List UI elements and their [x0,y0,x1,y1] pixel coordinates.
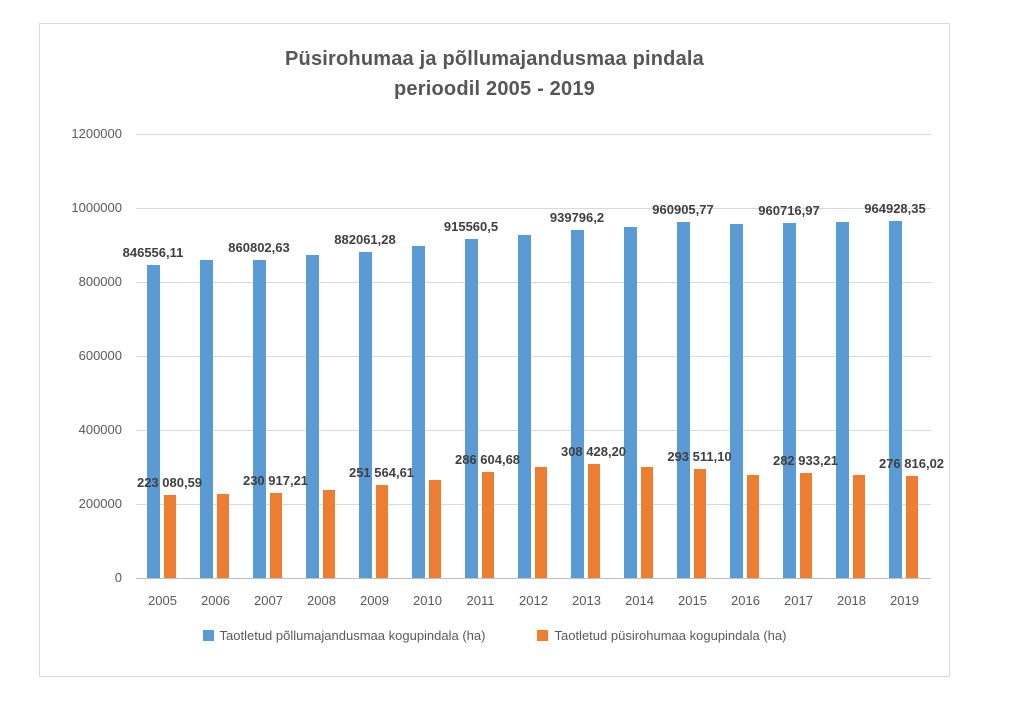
data-label-pusirohumaa-2009: 251 564,61 [348,464,415,480]
bar-pusirohumaa-2005[interactable] [163,495,176,578]
plot-area: 0 200000 400000 600000 800000 1000000 1200000 2… [40,24,949,676]
data-label-pollumajandusmaa-2015: 960905,77 [652,202,714,218]
gridline [136,134,931,135]
x-axis-label-2007: 2007 [254,593,283,608]
bar-pollumajandusmaa-2017[interactable] [782,222,796,578]
bar-pollumajandusmaa-2013[interactable] [570,230,584,578]
x-axis-label-2010: 2010 [413,593,442,608]
data-label-pollumajandusmaa-2007: 860802,63 [228,239,290,255]
bar-pollumajandusmaa-2014[interactable] [623,226,637,578]
x-axis-label-2019: 2019 [890,593,919,608]
bar-pollumajandusmaa-2005[interactable] [146,264,160,578]
bar-pollumajandusmaa-2019[interactable] [888,220,902,578]
legend-label-pusirohumaa: Taotletud püsirohumaa kogupindala (ha) [554,628,787,643]
data-label-pusirohumaa-2013: 308 428,20 [560,443,627,459]
data-label-pollumajandusmaa-2017: 960716,97 [758,202,820,218]
bar-pollumajandusmaa-2009[interactable] [358,251,372,578]
x-axis-label-2017: 2017 [784,593,813,608]
data-label-pusirohumaa-2007: 230 917,21 [242,472,309,488]
bar-pusirohumaa-2012[interactable] [534,466,547,578]
x-axis-label-2008: 2008 [307,593,336,608]
legend: Taotletud põllumajandusmaa kogupindala (… [40,628,949,643]
data-label-pusirohumaa-2017: 282 933,21 [772,453,839,469]
bar-pollumajandusmaa-2012[interactable] [517,234,531,578]
legend-item-pollumajandusmaa[interactable]: Taotletud põllumajandusmaa kogupindala (… [202,628,486,643]
chart-title: Püsirohumaa ja põllumajandusmaa pindala … [40,44,949,104]
bar-pusirohumaa-2016[interactable] [746,475,759,578]
x-axis-label-2009: 2009 [360,593,389,608]
x-axis-label-2005: 2005 [148,593,177,608]
x-axis-label-2011: 2011 [466,593,495,608]
bar-pusirohumaa-2010[interactable] [428,480,441,578]
gridline [136,208,931,209]
bar-pollumajandusmaa-2006[interactable] [199,260,213,578]
bar-pusirohumaa-2014[interactable] [640,466,653,578]
x-axis-label-2015: 2015 [678,593,707,608]
bar-pollumajandusmaa-2011[interactable] [464,239,478,578]
bar-pollumajandusmaa-2008[interactable] [305,254,319,578]
bar-pusirohumaa-2019[interactable] [905,475,918,578]
data-label-pollumajandusmaa-2009: 882061,28 [334,231,396,247]
legend-swatch-orange-icon [537,630,549,641]
y-axis-tick-label: 200000 [78,496,122,511]
y-axis-tick-label: 600000 [78,348,122,363]
bar-pusirohumaa-2009[interactable] [375,484,388,578]
bar-pusirohumaa-2013[interactable] [587,463,600,578]
bar-pusirohumaa-2011[interactable] [481,471,494,578]
bar-pollumajandusmaa-2018[interactable] [835,222,849,578]
chart-title-line2: perioodil 2005 - 2019 [394,78,595,100]
x-axis-label-2013: 2013 [572,593,601,608]
x-axis-label-2016: 2016 [731,593,760,608]
data-label-pollumajandusmaa-2019: 964928,35 [864,200,926,216]
chart-area[interactable]: Püsirohumaa ja põllumajandusmaa pindala … [39,23,950,677]
gridline [136,356,931,357]
data-label-pollumajandusmaa-2011: 915560,5 [443,219,499,235]
data-label-pusirohumaa-2019: 276 816,02 [878,455,945,471]
bar-pollumajandusmaa-2015[interactable] [676,222,690,578]
x-axis-label-2012: 2012 [519,593,548,608]
x-axis-label-2014: 2014 [625,593,654,608]
bar-pusirohumaa-2018[interactable] [852,475,865,578]
chart-title-line1: Püsirohumaa ja põllumajandusmaa pindala [284,48,704,70]
bar-pollumajandusmaa-2007[interactable] [252,259,266,578]
bar-pusirohumaa-2008[interactable] [322,489,335,578]
bar-pusirohumaa-2015[interactable] [693,469,706,578]
gridline [136,504,931,505]
x-axis-label-2006: 2006 [201,593,230,608]
legend-swatch-blue-icon [202,630,214,641]
bar-pollumajandusmaa-2010[interactable] [411,245,425,578]
data-label-pollumajandusmaa-2013: 939796,2 [549,210,605,226]
x-axis-line [136,578,931,579]
y-axis-tick-label: 400000 [78,422,122,437]
y-axis-tick-label: 1200000 [71,126,122,141]
gridline [136,430,931,431]
y-axis-tick-label: 800000 [78,274,122,289]
data-label-pollumajandusmaa-2005: 846556,11 [122,244,184,260]
bar-pollumajandusmaa-2016[interactable] [729,223,743,578]
data-label-pusirohumaa-2005: 223 080,59 [136,475,203,491]
x-axis-label-2018: 2018 [837,593,866,608]
legend-item-pusirohumaa[interactable]: Taotletud püsirohumaa kogupindala (ha) [537,628,786,643]
bar-pusirohumaa-2006[interactable] [216,493,229,578]
y-axis-tick-label: 1000000 [71,200,122,215]
data-label-pusirohumaa-2011: 286 604,68 [454,451,521,467]
data-label-pusirohumaa-2015: 293 511,10 [667,449,732,465]
bar-pusirohumaa-2007[interactable] [269,492,282,578]
bar-pusirohumaa-2017[interactable] [799,473,812,578]
legend-label-pollumajandusmaa: Taotletud põllumajandusmaa kogupindala (… [219,628,486,643]
y-axis-tick-label: 0 [114,570,122,585]
gridline [136,282,931,283]
